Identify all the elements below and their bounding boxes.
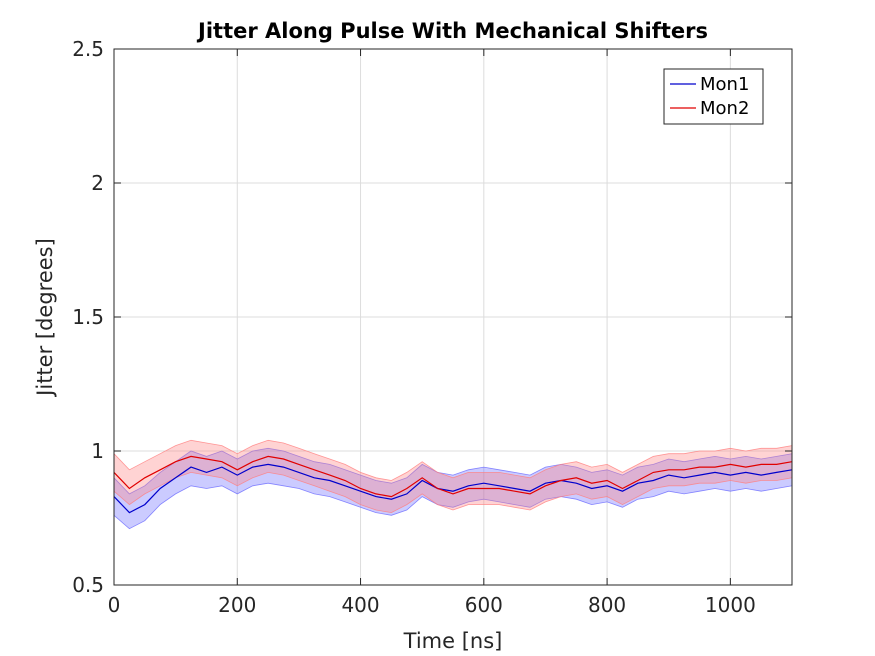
y-tick-labels: 0.5 1 1.5 2 2.5 — [72, 37, 104, 597]
x-tick-label-800: 800 — [588, 593, 626, 617]
x-tick-label-1000: 1000 — [705, 593, 756, 617]
legend-label-mon1: Mon1 — [700, 74, 749, 95]
x-tick-label-400: 400 — [341, 593, 379, 617]
legend: Mon1 Mon2 — [663, 68, 764, 125]
x-tick-label-600: 600 — [465, 593, 503, 617]
x-axis-label: Time [ns] — [403, 629, 503, 653]
y-tick-label-2: 1.5 — [72, 305, 104, 329]
x-tick-labels: 0 200 400 600 800 1000 — [108, 593, 756, 617]
x-tick-label-0: 0 — [108, 593, 121, 617]
y-tick-label-0: 0.5 — [72, 573, 104, 597]
legend-label-mon2: Mon2 — [700, 98, 749, 119]
ticks — [113, 48, 792, 586]
legend-box — [663, 68, 764, 125]
x-tick-label-200: 200 — [218, 593, 256, 617]
chart-title: Jitter Along Pulse With Mechanical Shift… — [196, 19, 708, 43]
y-tick-label-1: 1 — [91, 439, 104, 463]
series-lines — [113, 455, 793, 514]
line-mon1 — [113, 463, 793, 514]
grid — [114, 49, 792, 585]
y-axis-label: Jitter [degrees] — [33, 238, 57, 398]
y-tick-label-4: 2.5 — [72, 37, 104, 61]
line-mon2 — [113, 455, 793, 498]
y-tick-label-3: 2 — [91, 171, 104, 195]
